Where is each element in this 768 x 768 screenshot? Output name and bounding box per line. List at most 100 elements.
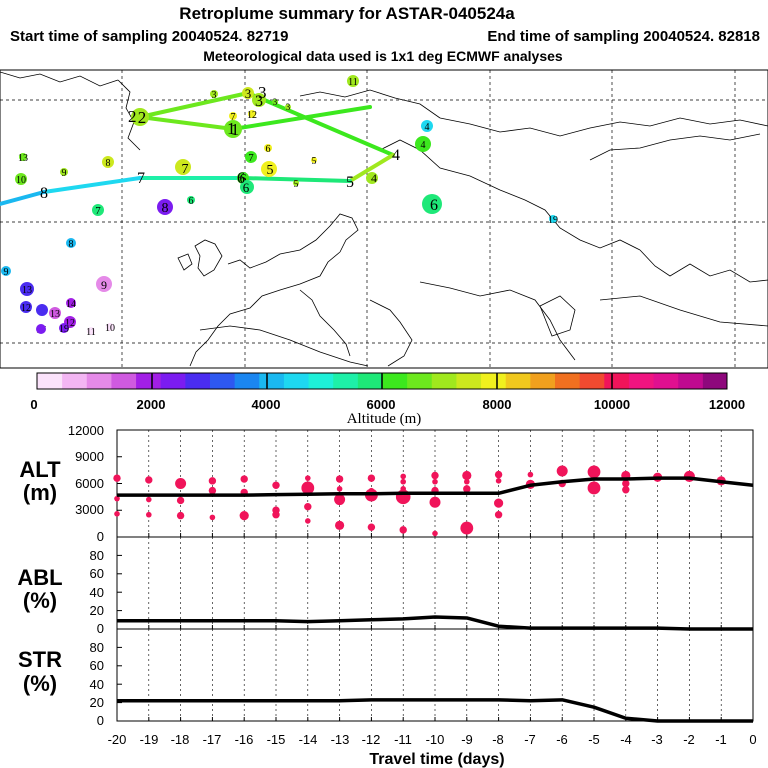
cluster-day-4 xyxy=(366,172,378,184)
cluster-day-7 xyxy=(175,159,191,175)
cluster-label: 1 xyxy=(231,120,240,139)
altitude-cluster-point xyxy=(462,470,472,481)
cluster-label: 7 xyxy=(182,162,189,177)
met-data-label: Meteorological data used is 1x1 deg ECMW… xyxy=(203,48,563,64)
str-ytick: 20 xyxy=(90,695,104,710)
str-ytick: 80 xyxy=(90,640,104,655)
cluster-day-9 xyxy=(96,276,112,292)
colorbar-swatch xyxy=(406,373,432,389)
abl-panel-unit: (%) xyxy=(23,588,57,613)
altitude-cluster-point xyxy=(587,481,601,495)
x-tick-label: -19 xyxy=(140,732,159,747)
colorbar-swatch xyxy=(455,373,482,389)
altitude-cluster-point xyxy=(113,474,121,482)
colorbar-swatch xyxy=(332,373,358,389)
cluster-day-7 xyxy=(92,204,104,216)
altitude-cluster-point xyxy=(622,486,630,494)
cluster-day-17 xyxy=(36,304,48,316)
altitude-cluster-point xyxy=(494,470,503,479)
x-tick-label: -7 xyxy=(524,732,536,747)
cluster-day-2 xyxy=(131,108,149,126)
altitude-cluster-point xyxy=(272,511,280,519)
x-tick-label: -6 xyxy=(556,732,568,747)
x-tick-labels: -20 -19 -18 -17 -16 -15 -14 -13 -12 -11 … xyxy=(108,732,757,747)
cluster-label: 3 xyxy=(212,90,217,101)
altitude-cluster-point xyxy=(335,520,345,531)
colorbar-tick: 12000 xyxy=(709,397,745,412)
cluster-label: 9 xyxy=(62,168,67,179)
end-time-label: End time of sampling 20040524. 82818 xyxy=(487,28,760,45)
altitude-cluster-point xyxy=(400,478,407,485)
altitude-cluster-point xyxy=(587,465,601,479)
altitude-cluster-point xyxy=(272,481,280,489)
altitude-cluster-point xyxy=(460,521,474,535)
altitude-cluster-point xyxy=(114,511,120,517)
altitude-cluster-point xyxy=(622,479,630,488)
main-trajectory xyxy=(0,91,395,206)
colorbar-tick: 6000 xyxy=(367,397,396,412)
cluster-label: 12 xyxy=(65,318,75,329)
colorbar-swatch xyxy=(554,373,580,389)
colorbar-swatch xyxy=(184,373,210,389)
cluster-day-3 xyxy=(285,104,291,110)
x-tick-label: -18 xyxy=(171,732,190,747)
cluster-day-3 xyxy=(272,99,278,105)
altitude-cluster-point xyxy=(176,496,185,505)
cluster-day-7 xyxy=(245,151,257,163)
cluster-label: 3 xyxy=(245,86,252,101)
cluster-label: 2 xyxy=(138,108,147,127)
cluster-day-5 xyxy=(261,161,277,177)
cluster-label: 5 xyxy=(294,179,299,190)
cluster-day-19 xyxy=(59,323,69,333)
colorbar-swatch xyxy=(86,373,112,389)
colorbar-swatch xyxy=(283,373,309,389)
start-time-label: Start time of sampling 20040524. 82719 xyxy=(10,28,288,45)
path-label: 1 xyxy=(227,119,236,138)
cluster-label: 9 xyxy=(101,278,107,292)
x-tick-label: -20 xyxy=(108,732,127,747)
altitude-cluster-point xyxy=(208,486,217,495)
cluster-label: 10 xyxy=(16,175,26,186)
alt-ytick: 12000 xyxy=(68,423,104,438)
str-panel-unit: (%) xyxy=(23,671,57,696)
altitude-cluster-point xyxy=(334,494,346,506)
path-label: 4 xyxy=(392,147,400,164)
x-tick-label: -13 xyxy=(331,732,350,747)
cluster-label: 13 xyxy=(22,285,32,296)
altitude-cluster-point xyxy=(239,510,249,521)
alt-panel-unit: (m) xyxy=(23,480,57,505)
colorbar-tick: 8000 xyxy=(483,397,512,412)
cluster-label: 3 xyxy=(255,93,263,110)
colorbar-swatch xyxy=(653,373,679,389)
altitude-cluster-point xyxy=(527,471,534,478)
colorbar-swatch xyxy=(505,373,531,389)
x-tick-label: -8 xyxy=(492,732,504,747)
colorbar-tick: 10000 xyxy=(594,397,630,412)
cluster-label: 8 xyxy=(106,158,111,169)
altitude-cluster-point xyxy=(240,475,248,483)
cluster-day-1 xyxy=(224,120,242,138)
cluster-day-14 xyxy=(66,298,76,308)
path-label: 8 xyxy=(40,185,48,202)
map-frame xyxy=(0,69,768,369)
cluster-label: 8 xyxy=(69,239,74,250)
colorbar-swatch xyxy=(382,373,408,389)
altitude-cluster-point xyxy=(175,478,187,489)
cluster-label: 19 xyxy=(59,324,69,335)
altitude-colorbar xyxy=(36,372,728,390)
cluster-day-3 xyxy=(210,90,218,98)
colorbar-swatch xyxy=(628,373,654,389)
cluster-day-7 xyxy=(229,112,237,120)
colorbar-label: Altitude (m) xyxy=(347,411,422,427)
x-axis-label: Travel time (days) xyxy=(369,751,504,768)
altitude-cluster-point xyxy=(145,476,153,484)
cluster-label: 13 xyxy=(18,153,28,164)
altitude-cluster-point xyxy=(494,498,504,508)
cluster-day-9 xyxy=(1,266,11,276)
colorbar-swatch xyxy=(603,373,629,389)
cluster-label: 13 xyxy=(50,309,60,320)
altitude-cluster-point xyxy=(556,465,568,477)
cluster-day-12 xyxy=(20,301,32,313)
abl-ytick: 20 xyxy=(90,603,104,618)
altitude-cluster-point xyxy=(367,523,376,531)
